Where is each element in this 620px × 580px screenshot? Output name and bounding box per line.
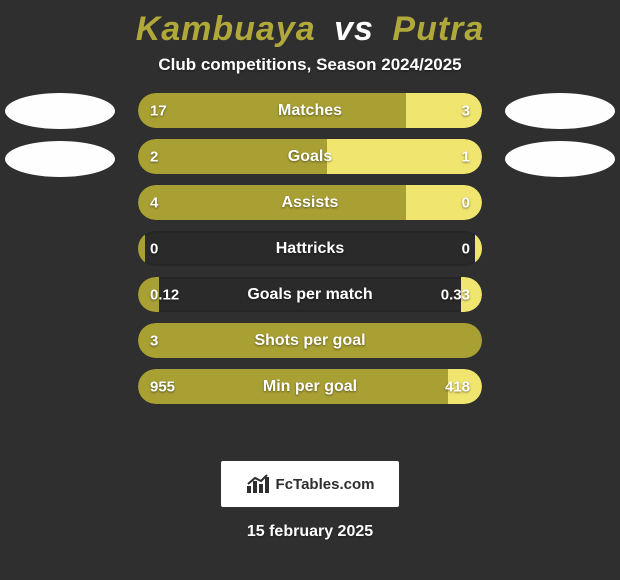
stat-row: 0 0Hattricks	[138, 231, 482, 266]
bars-icon	[246, 474, 270, 494]
bar-fill-right	[475, 231, 482, 266]
stat-value-right: 0.33	[441, 286, 470, 303]
stat-label: Goals per match	[138, 286, 482, 304]
stat-value-left: 17	[150, 102, 167, 119]
title-player-2: Putra	[392, 10, 484, 48]
title-vs: vs	[326, 10, 382, 48]
comparison-area: 173Matches21Goals40Assists00Hattricks0.1…	[0, 93, 620, 433]
bar-fill-left	[138, 139, 327, 174]
source-logo-text: FcTables.com	[276, 476, 375, 493]
bar-fill-left	[138, 323, 482, 358]
bar-fill-right	[327, 139, 482, 174]
badge-col-right	[500, 93, 620, 177]
bar-fill-left	[138, 231, 145, 266]
stat-row: 21Goals	[138, 139, 482, 174]
stat-value-right: 1	[462, 148, 470, 165]
badge-placeholder-right-2	[505, 141, 615, 177]
subtitle: Club competitions, Season 2024/2025	[0, 55, 620, 75]
bar-fill-right	[406, 185, 482, 220]
stat-row: 0.12 0.33Goals per match	[138, 277, 482, 312]
badge-placeholder-left-1	[5, 93, 115, 129]
badge-placeholder-right-1	[505, 93, 615, 129]
title-player-1: Kambuaya	[136, 10, 316, 48]
stat-value-right: 0	[462, 194, 470, 211]
bar-fill-left	[138, 93, 406, 128]
badge-col-left	[0, 93, 120, 177]
stat-value-left: 0	[150, 240, 158, 257]
stat-row: 40Assists	[138, 185, 482, 220]
badge-placeholder-left-2	[5, 141, 115, 177]
date: 15 february 2025	[0, 523, 620, 541]
stat-value-right: 418	[445, 378, 470, 395]
bar-fill-left	[138, 369, 448, 404]
source-logo: FcTables.com	[221, 461, 399, 507]
stat-row: 173Matches	[138, 93, 482, 128]
stat-row: 955418Min per goal	[138, 369, 482, 404]
stat-label: Hattricks	[138, 240, 482, 258]
stat-row: 3Shots per goal	[138, 323, 482, 358]
stat-value-left: 955	[150, 378, 175, 395]
title: Kambuaya vs Putra	[0, 0, 620, 49]
bar-fill-left	[138, 185, 406, 220]
infographic-root: Kambuaya vs Putra Club competitions, Sea…	[0, 0, 620, 580]
bar-fill-right	[406, 93, 482, 128]
stat-value-left: 4	[150, 194, 158, 211]
bars-container: 173Matches21Goals40Assists00Hattricks0.1…	[138, 93, 482, 404]
stat-value-right: 0	[462, 240, 470, 257]
stat-value-left: 2	[150, 148, 158, 165]
stat-value-left: 0.12	[150, 286, 179, 303]
stat-value-right: 3	[462, 102, 470, 119]
stat-value-left: 3	[150, 332, 158, 349]
